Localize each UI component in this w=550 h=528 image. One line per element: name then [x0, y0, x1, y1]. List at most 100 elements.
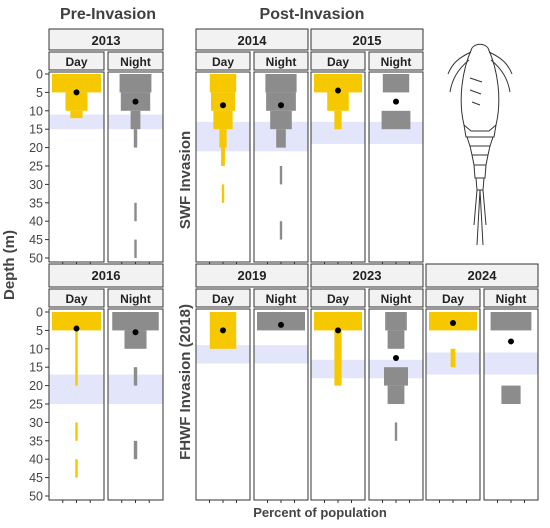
hypoxic-band	[484, 352, 538, 375]
y-tick-label: 25	[29, 398, 43, 412]
day-bar	[75, 330, 78, 386]
day-bar	[221, 147, 225, 166]
day-bar	[209, 74, 237, 93]
day-bar	[334, 110, 342, 130]
night-bar	[133, 129, 138, 148]
day-bar	[450, 348, 456, 368]
depth-axes: 0 5 10 15 20 25 30 35 40 45 50 0 5 10 15 20 25 30 35 40 45 50	[29, 68, 49, 504]
night-mean-dot	[508, 338, 514, 345]
y-tick-label: 15	[29, 123, 43, 137]
night-bar	[394, 422, 398, 441]
night-strip	[107, 288, 164, 308]
y-tick-label: 30	[29, 178, 43, 192]
day-bar	[219, 129, 227, 148]
night-bar	[276, 129, 286, 148]
day-mean-dot	[335, 327, 341, 334]
day-mean-dot	[450, 320, 456, 327]
y-tick-label: 45	[29, 471, 43, 485]
year-strip	[195, 28, 309, 51]
day-bar	[211, 92, 235, 111]
night-label: Night	[120, 292, 151, 306]
hypoxic-band	[49, 114, 104, 130]
day-strip	[195, 51, 251, 71]
night-strip	[107, 51, 164, 71]
day-bar	[75, 459, 78, 478]
night-label: Night	[266, 55, 297, 69]
y-tick-label: 30	[29, 416, 43, 430]
y-tick-label: 20	[29, 379, 43, 393]
year-strip	[425, 263, 539, 288]
day-mean-dot	[220, 327, 226, 334]
year-strip	[48, 263, 164, 288]
day-bar	[221, 184, 225, 203]
y-tick-label: 5	[36, 324, 43, 338]
panel-2023: 2023 Day Night	[310, 263, 424, 503]
day-plot-area	[425, 308, 481, 501]
day-strip	[310, 288, 366, 308]
day-bar	[75, 422, 78, 441]
day-bar	[70, 110, 83, 119]
night-bar	[279, 221, 283, 240]
y-tick-label: 0	[36, 68, 43, 82]
night-mean-dot	[132, 98, 139, 105]
night-bar	[490, 312, 532, 331]
night-label: Night	[381, 292, 412, 306]
day-mean-dot	[220, 102, 226, 109]
night-bar	[112, 312, 159, 331]
night-plot-area	[483, 308, 539, 501]
day-bar	[334, 330, 342, 386]
post-invasion-header: Post-Invasion	[260, 6, 365, 23]
day-label: Day	[212, 292, 234, 306]
night-bar	[134, 239, 137, 258]
hypoxic-band	[254, 345, 308, 364]
night-label: Night	[381, 55, 412, 69]
day-strip	[425, 288, 481, 308]
night-bar	[124, 330, 147, 349]
night-bar	[385, 312, 407, 331]
y-tick-label: 5	[36, 86, 43, 100]
night-bar	[382, 74, 410, 93]
panel-2015: 2015 Day Night	[310, 28, 424, 265]
y-tick-label: 10	[29, 342, 43, 356]
panel-2024: 2024 Day Night	[425, 263, 539, 503]
night-bar	[384, 367, 408, 386]
row2-side-label: FHWF Invasion (2018)	[177, 304, 194, 460]
day-strip	[48, 51, 105, 71]
panel-2014: 2014 Day Night	[195, 28, 309, 265]
day-label: Day	[327, 55, 349, 69]
day-mean-dot	[73, 89, 80, 96]
panel-2016: 2016 Day Night	[48, 263, 164, 503]
night-bar	[501, 385, 521, 404]
y-tick-label: 35	[29, 434, 43, 448]
day-strip	[310, 51, 366, 71]
day-strip	[48, 288, 105, 308]
night-bar	[387, 385, 405, 404]
day-mean-dot	[335, 87, 341, 94]
row1-side-label: SWF Invasion	[177, 131, 194, 229]
y-tick-label: 50	[29, 252, 43, 266]
night-mean-dot	[393, 98, 399, 105]
y-tick-label: 35	[29, 196, 43, 210]
y-axis-label: Depth (m)	[1, 230, 18, 300]
year-strip	[310, 263, 424, 288]
night-label: Night	[496, 292, 527, 306]
night-bar	[133, 367, 138, 386]
y-tick-label: 50	[29, 490, 43, 504]
night-strip	[253, 288, 309, 308]
night-bar	[279, 166, 283, 185]
year-label: 2019	[238, 268, 267, 283]
night-bar	[257, 312, 305, 331]
night-mean-dot	[393, 355, 399, 361]
year-label: 2015	[353, 33, 382, 48]
night-label: Night	[120, 55, 151, 69]
year-strip	[310, 28, 424, 51]
panel-2019: 2019 Day Night	[195, 263, 309, 503]
year-label: 2023	[353, 268, 382, 283]
night-bar	[119, 74, 152, 93]
night-label: Night	[266, 292, 297, 306]
night-strip	[253, 51, 309, 71]
night-mean-dot	[278, 321, 284, 328]
x-axis-label: Percent of population	[253, 505, 387, 520]
panel-2013: 2013 Day Night	[48, 28, 164, 265]
